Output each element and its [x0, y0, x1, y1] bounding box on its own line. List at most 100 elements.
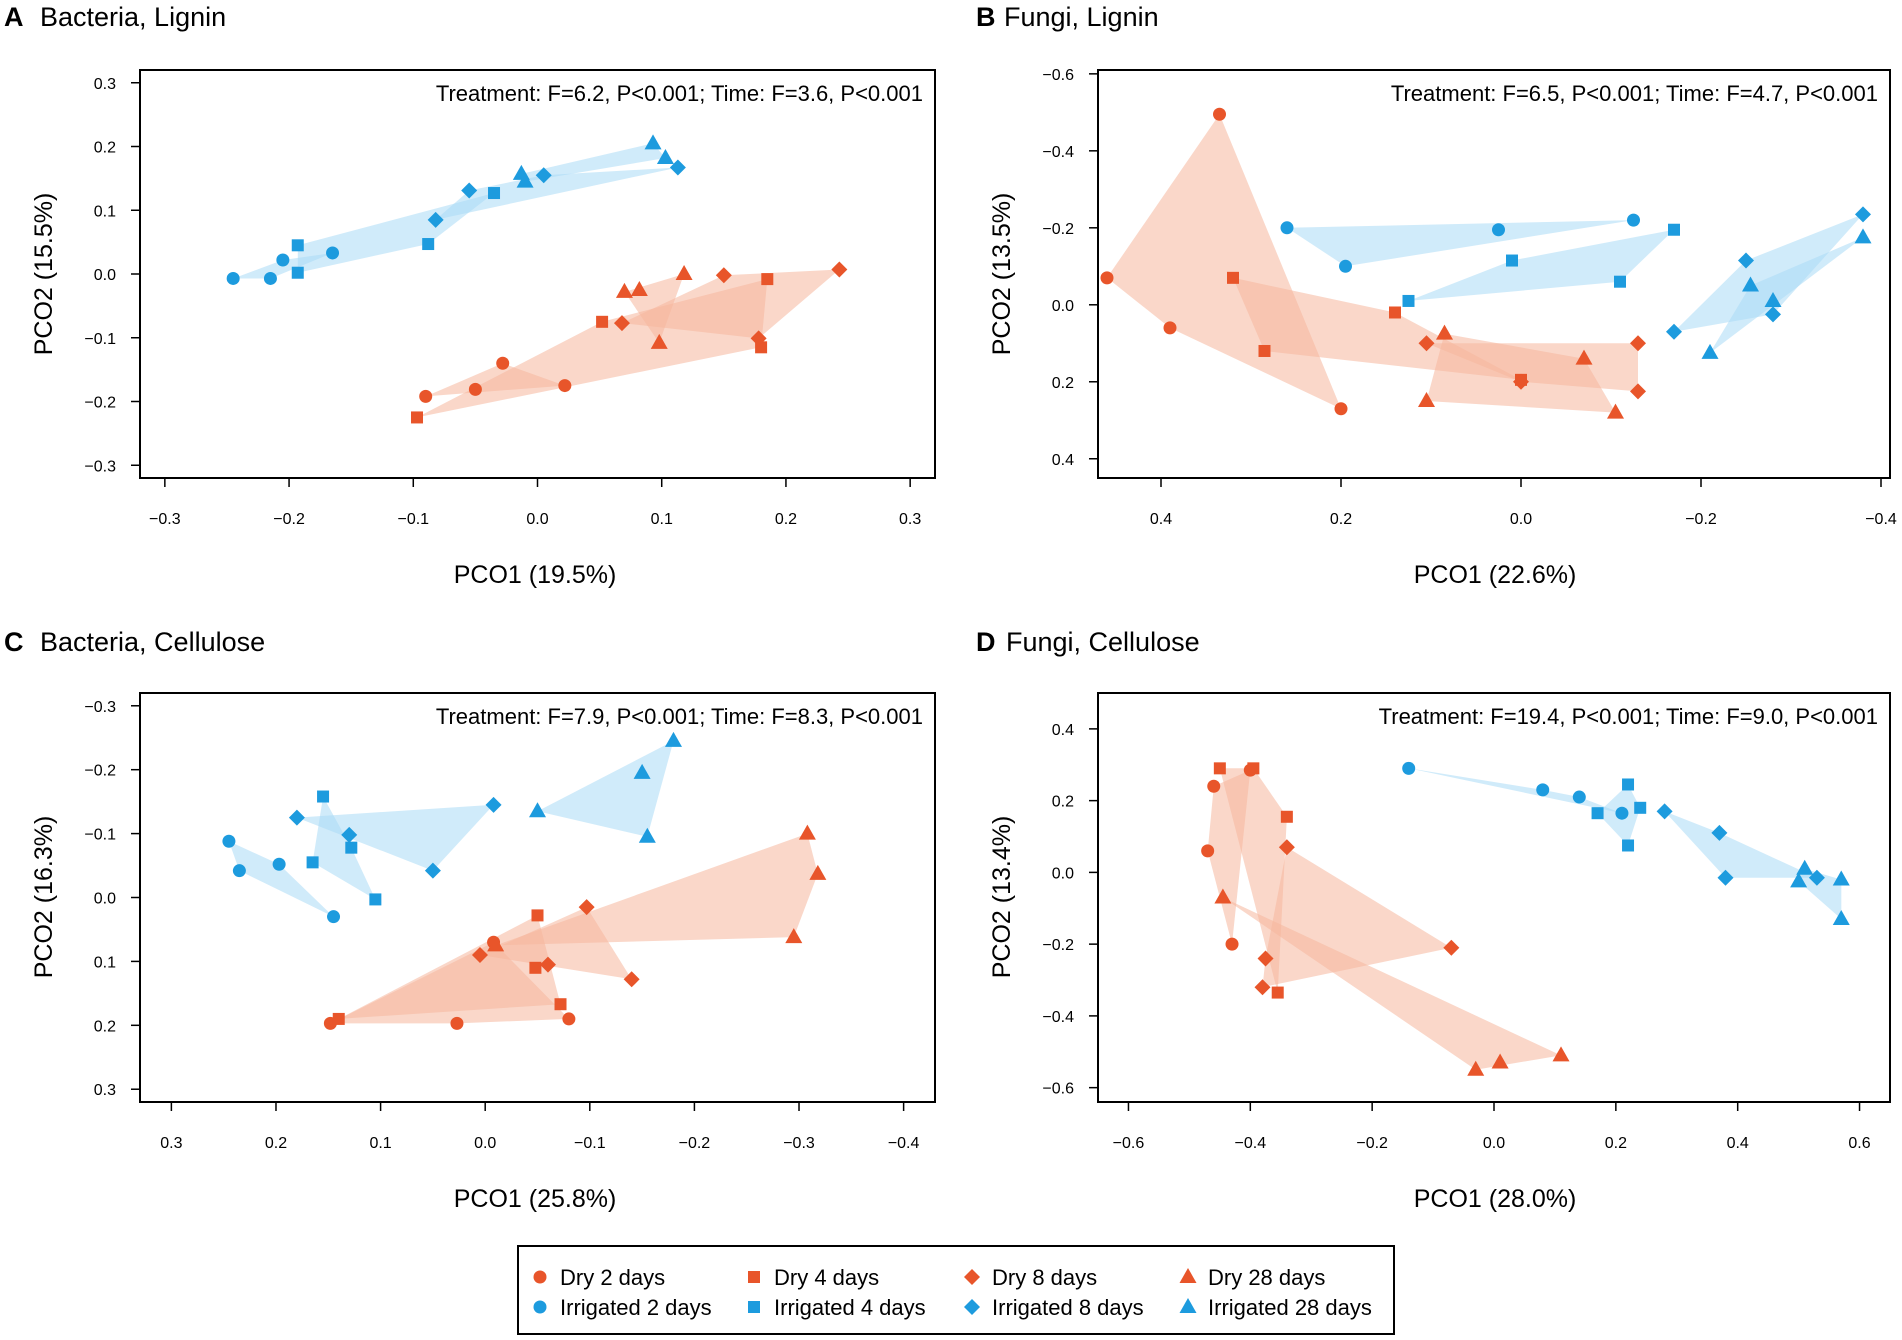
point-layer — [1100, 107, 1872, 419]
point-dry-8-days — [1254, 979, 1271, 996]
point-irrigated-2-days — [222, 834, 236, 848]
point-irrigated-8-days — [427, 211, 444, 228]
hull-layer — [228, 740, 818, 1024]
hull-irrigated-2-days — [1408, 768, 1622, 814]
point-irrigated-2-days — [1280, 221, 1294, 235]
panel-b-letter: B — [976, 2, 996, 32]
legend-label: Dry 4 days — [774, 1265, 879, 1290]
stats-annotation: Treatment: F=19.4, P<0.001; Time: F=9.0,… — [1379, 704, 1878, 729]
y-tick-label: −0.2 — [84, 763, 116, 780]
y-tick-label: 0.3 — [94, 1082, 116, 1099]
point-dry-28-days — [630, 280, 648, 296]
hull-layer — [1207, 768, 1842, 1070]
point-irrigated-4-days — [422, 238, 435, 251]
x-axis-label: PCO1 (22.6%) — [1414, 561, 1577, 589]
point-irrigated-8-days — [1711, 824, 1728, 841]
point-dry-4-days — [1271, 986, 1284, 999]
point-irrigated-8-days — [669, 159, 686, 176]
stats-annotation: Treatment: F=6.5, P<0.001; Time: F=4.7, … — [1391, 81, 1878, 106]
point-dry-4-days — [554, 998, 567, 1011]
point-irrigated-2-days — [327, 910, 341, 924]
x-tick-label: 0.1 — [369, 1135, 391, 1152]
plot-frame — [1097, 69, 1891, 479]
point-dry-8-days — [1278, 839, 1295, 856]
point-dry-28-days — [1491, 1053, 1509, 1069]
x-tick-label: 0.0 — [526, 511, 548, 528]
legend-label: Dry 8 days — [992, 1265, 1097, 1290]
legend-marker-dry-2-days — [533, 1270, 547, 1284]
y-tick-label: 0.1 — [94, 954, 116, 971]
hull-dry-4-days — [338, 915, 561, 1019]
y-tick-label: −0.6 — [1042, 1081, 1074, 1098]
point-dry-28-days — [809, 864, 827, 880]
point-dry-28-days — [798, 824, 816, 840]
hull-dry-8-days — [622, 269, 840, 339]
hull-irrigated-28-days — [537, 740, 674, 837]
hull-irrigated-8-days — [296, 804, 494, 871]
hull-irrigated-2-days — [1287, 220, 1634, 267]
legend: Dry 2 days Irrigated 2 days Dry 4 days Irri… — [517, 1245, 1395, 1335]
legend-box — [517, 1245, 1395, 1335]
point-irrigated-8-days — [341, 826, 358, 843]
panel-d-title: Fungi, Cellulose — [1006, 627, 1200, 657]
legend-marker-irrigated-2-days — [533, 1300, 547, 1314]
x-tick-label: −0.6 — [1113, 1135, 1145, 1152]
point-dry-4-days — [332, 1012, 345, 1025]
panel-a-letter: A — [4, 2, 24, 32]
x-tick-label: 0.3 — [899, 511, 921, 528]
point-dry-2-days — [1207, 779, 1221, 793]
point-dry-28-days — [487, 936, 505, 952]
y-tick-label: −0.2 — [1042, 221, 1074, 238]
point-dry-2-days — [1100, 271, 1114, 285]
point-irrigated-4-days — [1506, 254, 1518, 267]
point-irrigated-28-days — [1790, 872, 1808, 888]
legend-marker-irrigated-4-days — [748, 1301, 760, 1313]
point-dry-4-days — [1280, 810, 1293, 823]
y-tick-label: −0.3 — [84, 458, 116, 475]
point-irrigated-2-days — [276, 253, 290, 267]
point-dry-8-days — [539, 956, 556, 973]
point-irrigated-28-days — [1742, 276, 1759, 292]
legend-marker-irrigated-28-days — [1179, 1298, 1197, 1313]
panel-a: A Bacteria, Lignin — [4, 2, 226, 32]
point-dry-8-days — [471, 947, 488, 964]
legend-label: Irrigated 28 days — [1208, 1295, 1372, 1320]
point-dry-4-days — [596, 315, 609, 328]
hull-irrigated-28-days — [521, 143, 666, 182]
panel-c-letter: C — [4, 627, 24, 657]
point-dry-4-days — [1247, 762, 1260, 775]
x-tick-label: 0.0 — [1483, 1135, 1505, 1152]
x-tick-label: 0.4 — [1150, 511, 1172, 528]
point-irrigated-8-days — [485, 796, 502, 813]
plot-area-b: 0.4 0.2 0.0 −0.2 −0.4 −0.6 −0.4 −0.2 0.0 0.2 0.4 Tr… — [988, 67, 1897, 589]
x-tick-label: 0.0 — [474, 1135, 496, 1152]
y-tick-label: −0.1 — [84, 331, 116, 348]
hull-dry-28-days — [1222, 897, 1561, 1070]
legend-marker-irrigated-8-days — [964, 1299, 980, 1315]
point-dry-28-days — [615, 282, 633, 298]
point-dry-28-days — [1607, 403, 1624, 419]
point-dry-28-days — [675, 265, 693, 280]
legend-label: Dry 2 days — [560, 1265, 665, 1290]
point-irrigated-4-days — [291, 239, 304, 252]
hull-irrigated-4-days — [1408, 229, 1674, 301]
y-tick-label: −0.2 — [84, 395, 116, 412]
point-dry-28-days — [1575, 349, 1593, 365]
y-tick-label: −0.6 — [1042, 67, 1074, 84]
point-irrigated-28-days — [633, 763, 651, 779]
y-tick-label: 0.4 — [1052, 722, 1074, 739]
y-tick-label: 0.0 — [94, 267, 116, 284]
point-irrigated-2-days — [1339, 259, 1352, 273]
point-irrigated-8-days — [1855, 206, 1871, 223]
plot-area-d: −0.6 −0.4 −0.2 0.0 0.2 0.4 0.6 −0.6 −0.4 −0.2 0.0 0… — [988, 692, 1891, 1213]
legend-marker-dry-28-days — [1179, 1268, 1197, 1283]
point-irrigated-8-days — [1717, 869, 1734, 886]
x-tick-label: −0.4 — [888, 1135, 920, 1152]
point-irrigated-2-days — [326, 246, 340, 260]
point-irrigated-4-days — [306, 856, 319, 869]
point-dry-2-days — [1163, 321, 1177, 335]
y-tick-label: 0.4 — [1052, 452, 1074, 469]
x-tick-label: 0.2 — [1330, 511, 1352, 528]
point-irrigated-4-days — [1622, 778, 1635, 791]
